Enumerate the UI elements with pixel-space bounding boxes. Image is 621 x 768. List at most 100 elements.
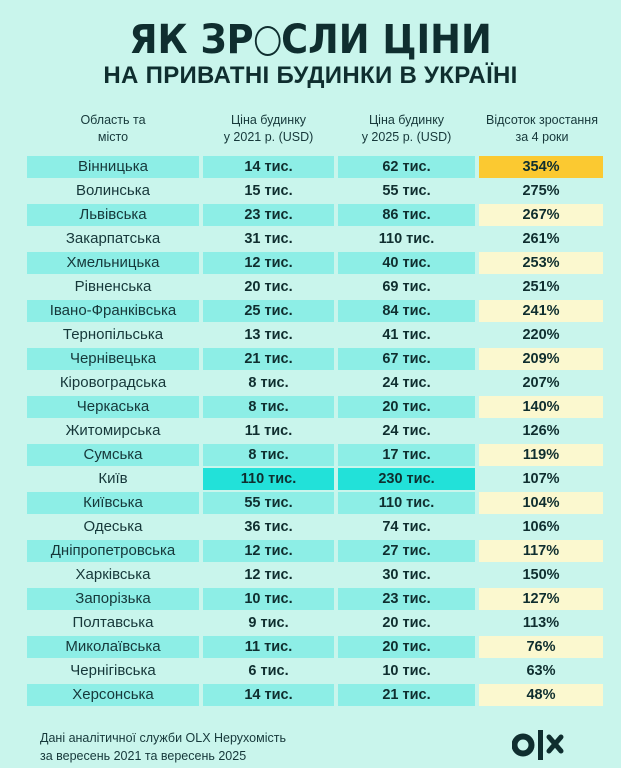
price-2025-cell: 20 тис. (382, 615, 431, 631)
region-cell: Херсонська (27, 684, 199, 706)
table-row: Черкаська 8 тис. 20 тис. 140% (27, 396, 604, 420)
region-cell: Кіровоградська (59, 374, 167, 391)
growth-cell: 253% (479, 252, 603, 274)
price-2025-cell: 41 тис. (382, 327, 431, 343)
region-cell: Чернігівська (70, 662, 156, 679)
price-2025-cell: 10 тис. (382, 663, 431, 679)
region-cell: Київська (27, 492, 199, 514)
price-2025-cell: 20 тис. (338, 396, 475, 418)
price-2021-cell: 55 тис. (203, 492, 334, 514)
region-cell: Хмельницька (27, 252, 199, 274)
growth-cell: 63% (526, 663, 556, 679)
olx-logo-icon (512, 730, 564, 760)
column-header-growth: Відсоток зростання за 4 роки (470, 112, 614, 146)
header-line: Область та (80, 113, 146, 127)
price-2025-cell: 69 тис. (382, 279, 431, 295)
growth-cell: 107% (522, 471, 560, 487)
region-cell: Закарпатська (65, 230, 161, 247)
region-cell: Запорізька (27, 588, 199, 610)
growth-cell: 106% (522, 519, 560, 535)
price-2025-cell: 27 тис. (338, 540, 475, 562)
growth-cell: 209% (479, 348, 603, 370)
table-row: Рівненська 20 тис. 69 тис. 251% (27, 276, 604, 300)
table-row: Одеська 36 тис. 74 тис. 106% (27, 516, 604, 540)
price-2025-cell: 74 тис. (382, 519, 431, 535)
source-note: Дані аналітичної служби OLX Нерухомість … (40, 729, 286, 765)
page-subtitle: НА ПРИВАТНІ БУДИНКИ В УКРАЇНІ (103, 62, 518, 89)
price-2021-cell: 21 тис. (203, 348, 334, 370)
price-2021-cell: 15 тис. (244, 183, 293, 199)
header-line: у 2025 р. (USD) (361, 130, 452, 144)
region-cell: Житомирська (65, 422, 161, 439)
table-row: Чернівецька 21 тис. 67 тис. 209% (27, 348, 604, 372)
title-ring-letter (254, 26, 281, 56)
region-cell: Черкаська (27, 396, 199, 418)
title-text-1: ЯК ЗР (129, 17, 254, 63)
growth-cell: 261% (522, 231, 560, 247)
page-title: ЯК ЗР СЛИ ЦІНИ (25, 18, 596, 62)
price-2021-cell: 110 тис. (203, 468, 334, 490)
growth-cell: 220% (522, 327, 560, 343)
price-2025-cell: 110 тис. (378, 231, 435, 247)
price-2021-cell: 8 тис. (203, 396, 334, 418)
price-2021-cell: 10 тис. (203, 588, 334, 610)
price-2021-cell: 8 тис. (248, 375, 289, 391)
table-row: Закарпатська 31 тис. 110 тис. 261% (27, 228, 604, 252)
region-cell: Вінницька (27, 156, 199, 178)
region-cell: Дніпропетровська (27, 540, 199, 562)
price-2025-cell: 67 тис. (338, 348, 475, 370)
table-row: Київ 110 тис. 230 тис. 107% (27, 468, 604, 492)
table-row: Запорізька 10 тис. 23 тис. 127% (27, 588, 604, 612)
header-line: Ціна будинку (230, 113, 307, 127)
growth-cell: 150% (522, 567, 560, 583)
price-2021-cell: 12 тис. (244, 567, 293, 583)
table-row: Полтавська 9 тис. 20 тис. 113% (27, 612, 604, 636)
growth-cell: 275% (522, 183, 560, 199)
region-cell: Чернівецька (27, 348, 199, 370)
price-2025-cell: 24 тис. (382, 375, 431, 391)
growth-cell: 267% (479, 204, 603, 226)
header-line: Ціна будинку (368, 113, 445, 127)
price-2021-cell: 12 тис. (203, 540, 334, 562)
table-row: Тернопільська 13 тис. 41 тис. 220% (27, 324, 604, 348)
table-row: Київська 55 тис. 110 тис. 104% (27, 492, 604, 516)
price-2021-cell: 11 тис. (244, 423, 293, 439)
price-2021-cell: 12 тис. (203, 252, 334, 274)
price-2025-cell: 20 тис. (338, 636, 475, 658)
price-2021-cell: 14 тис. (203, 156, 334, 178)
price-2025-cell: 23 тис. (338, 588, 475, 610)
growth-cell: 207% (522, 375, 560, 391)
price-2025-cell: 40 тис. (338, 252, 475, 274)
price-2021-cell: 14 тис. (203, 684, 334, 706)
growth-cell: 241% (479, 300, 603, 322)
source-line-1: Дані аналітичної служби OLX Нерухомість (40, 731, 286, 745)
price-2021-cell: 23 тис. (203, 204, 334, 226)
price-2025-cell: 84 тис. (338, 300, 475, 322)
title-text-2: СЛИ ЦІНИ (281, 17, 492, 63)
region-cell: Львівська (27, 204, 199, 226)
growth-cell: 117% (479, 540, 603, 562)
price-2021-cell: 36 тис. (244, 519, 293, 535)
header-line: за 4 роки (515, 130, 569, 144)
header-line: місто (97, 130, 129, 144)
column-header-region: Область та місто (27, 112, 199, 146)
table-row: Харківська 12 тис. 30 тис. 150% (27, 564, 604, 588)
price-2021-cell: 9 тис. (248, 615, 289, 631)
price-2025-cell: 230 тис. (338, 468, 475, 490)
region-cell: Миколаївська (27, 636, 199, 658)
header-line: Відсоток зростання (486, 113, 598, 127)
growth-cell: 354% (479, 156, 603, 178)
growth-cell: 113% (522, 615, 560, 631)
price-2025-cell: 30 тис. (382, 567, 431, 583)
region-cell: Харківська (75, 566, 151, 583)
price-2025-cell: 21 тис. (338, 684, 475, 706)
table-row: Львівська 23 тис. 86 тис. 267% (27, 204, 604, 228)
growth-cell: 76% (479, 636, 603, 658)
table-row: Житомирська 11 тис. 24 тис. 126% (27, 420, 604, 444)
growth-cell: 127% (479, 588, 603, 610)
region-cell: Рівненська (74, 278, 152, 295)
growth-cell: 119% (479, 444, 603, 466)
column-header-price-2025: Ціна будинку у 2025 р. (USD) (338, 112, 475, 146)
table-row: Херсонська 14 тис. 21 тис. 48% (27, 684, 604, 708)
source-line-2: за вересень 2021 та вересень 2025 (40, 749, 247, 763)
